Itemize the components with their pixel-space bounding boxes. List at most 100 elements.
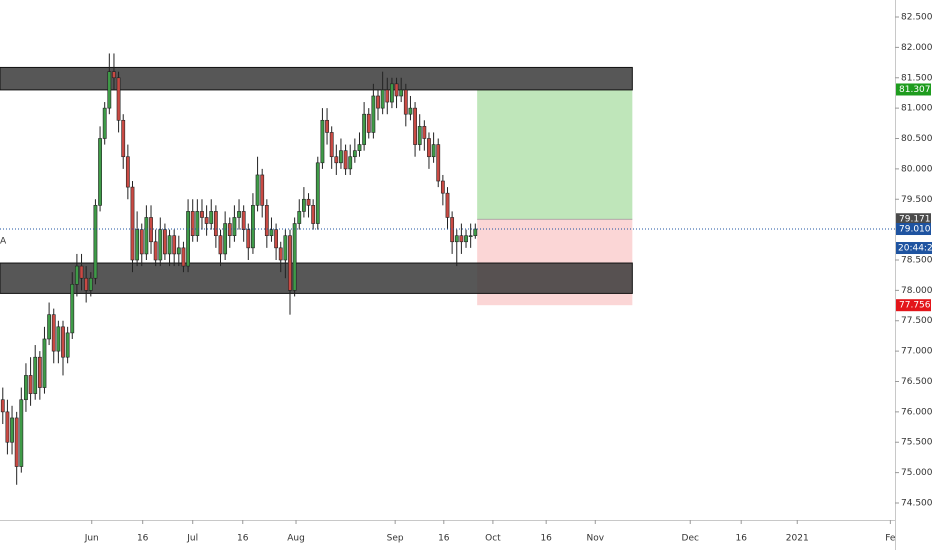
x-tick-label: 16 bbox=[237, 534, 249, 544]
candle-body bbox=[366, 113, 371, 133]
zone bbox=[0, 262, 633, 294]
candle-body bbox=[241, 211, 246, 230]
candle-body bbox=[37, 356, 42, 388]
x-tick-label: 16 bbox=[137, 534, 149, 544]
candle-body bbox=[227, 223, 232, 237]
y-tick-label: 77.500 bbox=[901, 316, 932, 326]
candle-body bbox=[473, 228, 478, 237]
y-tick-label: 82.500 bbox=[901, 13, 932, 23]
candle-body bbox=[204, 217, 209, 224]
x-tick-label: 2021 bbox=[786, 534, 809, 544]
y-tick-label: 77.000 bbox=[901, 347, 932, 357]
candle-body bbox=[42, 338, 47, 388]
candle-body bbox=[70, 283, 75, 334]
candle-body bbox=[5, 411, 10, 443]
candle-body bbox=[450, 217, 455, 243]
candle-body bbox=[371, 95, 376, 133]
candle-body bbox=[246, 229, 251, 249]
candle-body bbox=[325, 119, 329, 133]
y-tick-label: 75.000 bbox=[901, 468, 932, 478]
candle-body bbox=[278, 247, 283, 261]
candle-body bbox=[218, 235, 223, 255]
price-tag bbox=[896, 299, 931, 312]
x-tick-label: Aug bbox=[287, 534, 305, 544]
candle-body bbox=[93, 205, 98, 279]
y-tick-label: 76.500 bbox=[901, 377, 932, 387]
candle-body bbox=[408, 107, 413, 115]
candle-body bbox=[445, 192, 450, 218]
candle-body bbox=[283, 235, 288, 261]
y-tick-label: 78.000 bbox=[901, 286, 932, 296]
candle-body bbox=[274, 229, 278, 249]
y-tick-label: 75.500 bbox=[901, 438, 932, 448]
candle-body bbox=[468, 235, 473, 238]
candle-body bbox=[237, 211, 241, 218]
candle-body bbox=[181, 247, 186, 267]
candle-body bbox=[464, 235, 468, 243]
candle-body bbox=[288, 235, 292, 291]
candle-body bbox=[459, 235, 464, 243]
candle-body bbox=[190, 211, 195, 237]
candle-body bbox=[121, 119, 126, 158]
annotation: A bbox=[0, 237, 7, 247]
candle-body bbox=[149, 217, 153, 243]
candle-body bbox=[24, 375, 28, 401]
x-tick-label: Jun bbox=[84, 534, 99, 544]
candle-body bbox=[74, 265, 79, 285]
candle-body bbox=[61, 326, 65, 358]
candle-body bbox=[158, 229, 163, 261]
candle-body bbox=[399, 89, 404, 97]
price-tag bbox=[896, 223, 931, 236]
candle-body bbox=[153, 241, 158, 261]
candle-body bbox=[135, 229, 140, 261]
candle-body bbox=[28, 375, 33, 394]
candle-body bbox=[440, 180, 445, 194]
candle-body bbox=[232, 217, 237, 237]
candle-body bbox=[385, 89, 390, 103]
candle-body bbox=[200, 211, 204, 218]
candle-body bbox=[427, 138, 431, 158]
price-tag-label: 79.171 bbox=[899, 215, 931, 225]
y-tick-label: 76.000 bbox=[901, 407, 932, 417]
candle-body bbox=[112, 71, 116, 79]
candle-body bbox=[102, 107, 107, 139]
candle-body bbox=[125, 156, 130, 188]
candle-body bbox=[343, 150, 348, 170]
x-tick-label: Oct bbox=[485, 534, 501, 544]
candle-body bbox=[292, 223, 297, 291]
candle-body bbox=[255, 174, 260, 206]
candle-body bbox=[10, 417, 14, 443]
candle-body bbox=[88, 277, 93, 291]
candle-body bbox=[167, 235, 172, 255]
candle-body bbox=[0, 399, 5, 413]
candle-body bbox=[297, 211, 302, 224]
profit-zone bbox=[477, 89, 633, 220]
y-tick-label: 79.500 bbox=[901, 195, 932, 205]
candle-body bbox=[223, 223, 228, 255]
candle-body bbox=[84, 277, 89, 291]
candle-body bbox=[14, 417, 19, 467]
price-tag-label: 79.010 bbox=[899, 225, 931, 235]
candle-body bbox=[163, 229, 167, 255]
candle-body bbox=[130, 186, 135, 261]
candle-body bbox=[348, 156, 353, 170]
y-tick-label: 74.500 bbox=[901, 498, 932, 508]
candle-body bbox=[98, 138, 102, 206]
x-tick-label: Dec bbox=[682, 534, 699, 544]
candle-body bbox=[195, 211, 200, 237]
candle-body bbox=[320, 119, 325, 164]
candle-body bbox=[376, 95, 380, 109]
countdown-label: 20:44:23 bbox=[898, 244, 932, 254]
candle-body bbox=[260, 174, 265, 206]
candle-body bbox=[33, 356, 38, 394]
candle-body bbox=[454, 235, 459, 243]
candle-body bbox=[209, 211, 214, 224]
x-tick-label: Sep bbox=[387, 534, 404, 544]
candle-body bbox=[352, 150, 357, 158]
x-tick-label: 16 bbox=[735, 534, 747, 544]
x-tick-label: Jul bbox=[186, 534, 198, 544]
candle-body bbox=[264, 205, 269, 237]
candle-body bbox=[306, 198, 311, 206]
x-tick-label: 16 bbox=[540, 534, 552, 544]
